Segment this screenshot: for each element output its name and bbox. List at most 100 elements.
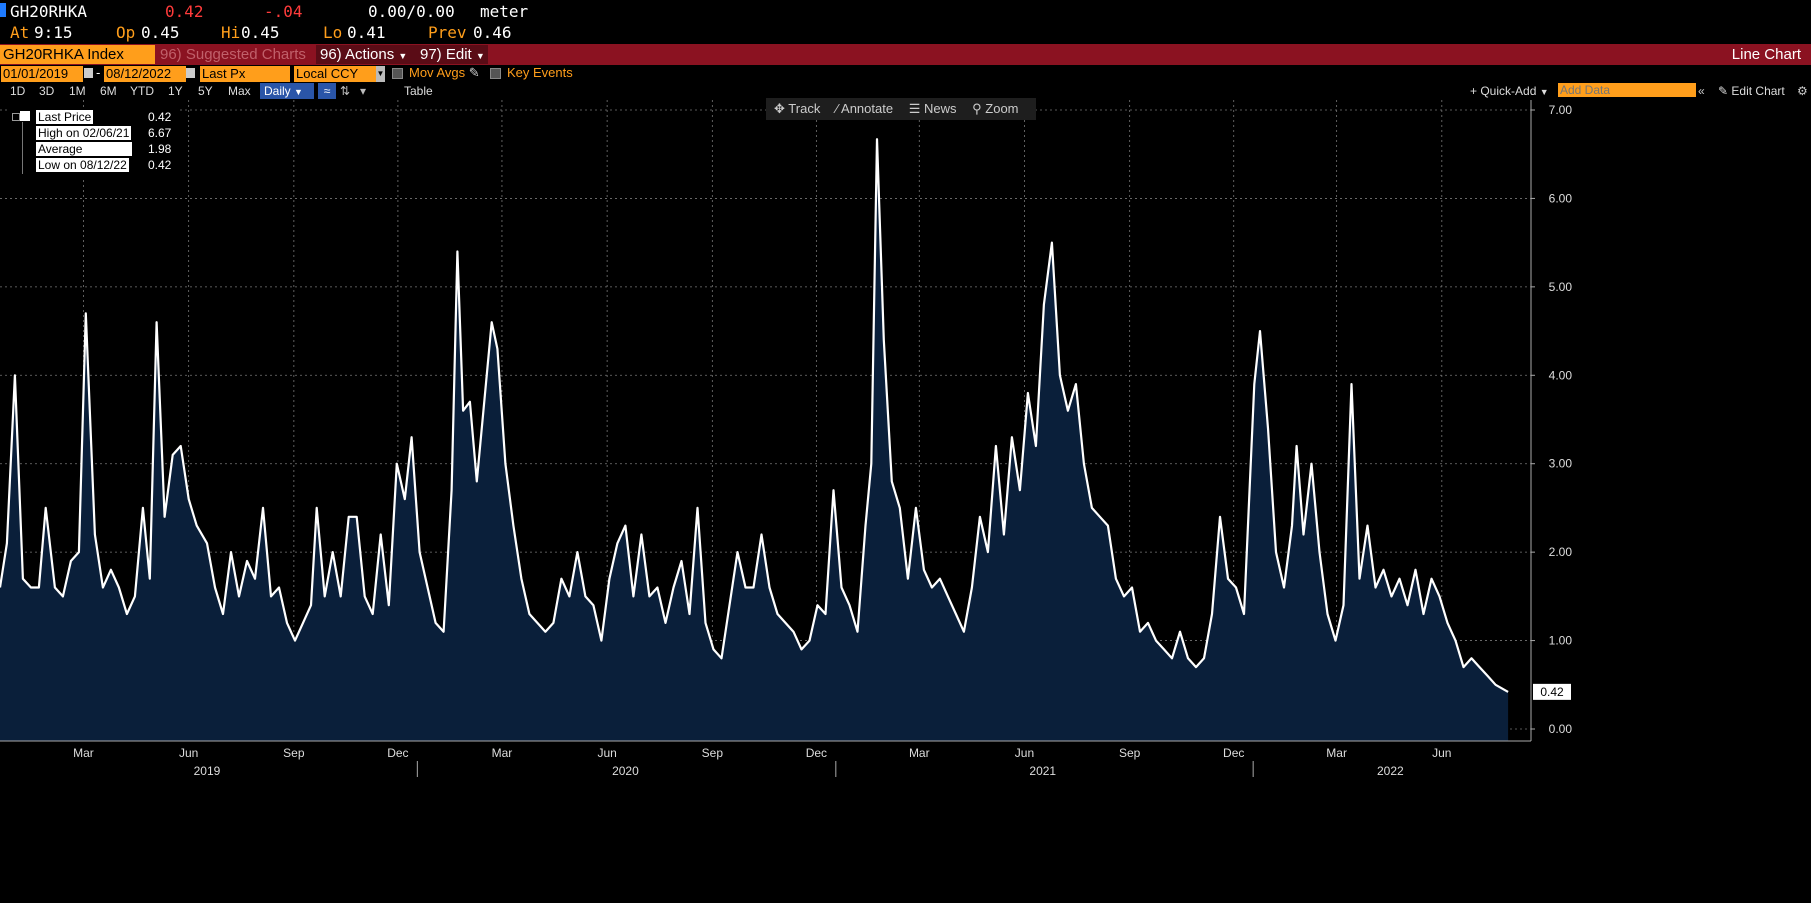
x-tick-label: Dec — [806, 746, 827, 760]
range-3d[interactable]: 3D — [39, 84, 55, 98]
pencil-icon: ✎ — [1718, 84, 1729, 98]
y-tick-label: 3.00 — [1549, 457, 1573, 471]
edit-menu[interactable]: 97) Edit ▼ — [416, 45, 488, 64]
actions-label: 96) Actions — [320, 46, 395, 63]
unit-label: meter — [480, 2, 529, 21]
chart-type-label[interactable]: Line Chart — [1731, 46, 1801, 63]
edit-chart-label: Edit Chart — [1731, 84, 1785, 98]
end-date-field[interactable]: 08/12/2022 — [104, 66, 186, 82]
net-change: -.04 — [264, 2, 303, 21]
annotate-button[interactable]: Annotate — [841, 101, 894, 116]
legend-low-value: 0.42 — [148, 158, 172, 172]
table-button[interactable]: Table — [404, 84, 433, 98]
y-axis: 0.00 1.00 2.00 3.00 4.00 5.00 6.00 7.00 0.42 — [1530, 100, 1573, 741]
bar-chart-icon[interactable]: ⇅ ▾ — [340, 84, 367, 98]
open-label: Op — [116, 23, 136, 42]
suggested-charts-button[interactable]: 96) Suggested Charts — [160, 46, 306, 63]
y-tick-label: 4.00 — [1549, 368, 1573, 382]
frequency-selector[interactable]: Daily ▼ — [260, 83, 314, 99]
legend-average-value: 1.98 — [148, 142, 172, 156]
crosshair-icon: ✥ — [774, 101, 785, 116]
line-chart-icon[interactable]: ≈ — [318, 83, 336, 99]
x-tick-label: Mar — [492, 746, 513, 760]
at-time: 9:15 — [34, 23, 73, 42]
range-6m[interactable]: 6M — [100, 84, 117, 98]
news-icon: ☰ — [908, 101, 921, 116]
legend-low: Low on 08/12/22 — [36, 158, 129, 172]
chevron-down-icon[interactable]: ▼ — [376, 66, 385, 82]
edit-label: 97) Edit — [420, 46, 472, 63]
bid-ask: 0.00/0.00 — [368, 2, 455, 21]
key-events-label: Key Events — [507, 65, 573, 80]
chevron-down-icon: ▼ — [1539, 87, 1549, 97]
year-label: 2020 — [612, 764, 639, 778]
legend-last: Last Price — [36, 110, 94, 124]
key-events-toggle[interactable]: Key Events — [490, 65, 573, 80]
ticker-marker — [0, 3, 6, 17]
mov-avgs-toggle[interactable]: Mov Avgs ✎ — [392, 65, 480, 81]
quote-stats: At 9:15 Op 0.45 Hi 0.45 Lo 0.41 Prev 0.4… — [0, 22, 1811, 44]
x-tick-label: Sep — [702, 746, 724, 760]
high-label: Hi — [221, 23, 241, 42]
actions-menu[interactable]: 96) Actions ▼ — [316, 45, 416, 64]
quick-add-label: + Quick-Add — [1470, 84, 1537, 98]
open-value: 0.45 — [141, 23, 180, 42]
y-tick-label: 1.00 — [1549, 634, 1573, 648]
high-value: 0.45 — [241, 23, 280, 42]
range-1d[interactable]: 1D — [10, 84, 26, 98]
low-label: Lo — [323, 23, 343, 42]
x-tick-label: Mar — [909, 746, 930, 760]
at-label: At — [10, 23, 30, 42]
add-data-input[interactable] — [1558, 83, 1696, 97]
checkbox-icon — [392, 68, 403, 80]
prev-value: 0.46 — [473, 23, 512, 42]
x-tick-label: Jun — [597, 746, 616, 760]
legend-color-swatch — [20, 111, 30, 121]
range-1y[interactable]: 1Y — [168, 84, 183, 98]
chart-tools: ✥ Track ∕ Annotate ☰ News ⚲ Zoom — [766, 98, 1036, 120]
currency-selector[interactable]: Local CCY — [294, 66, 378, 82]
range-1m[interactable]: 1M — [69, 84, 86, 98]
frequency-label: Daily — [264, 84, 291, 98]
chart-legend: Last Price 0.42 High on 02/06/21 6.67 Av… — [8, 108, 178, 178]
controls-row — [0, 65, 1811, 84]
checkbox-icon — [490, 68, 501, 80]
x-tick-label: Sep — [283, 746, 305, 760]
gear-icon[interactable]: ⚙ — [1797, 84, 1808, 98]
chart-area[interactable]: 0.00 1.00 2.00 3.00 4.00 5.00 6.00 7.00 0.42 Mar… — [0, 100, 1811, 903]
legend-last-value: 0.42 — [148, 110, 172, 124]
quote-header: GH20RHKA 0.42 -.04 0.00/0.00 meter — [0, 0, 1811, 22]
year-label: 2022 — [1377, 764, 1404, 778]
year-label: 2019 — [194, 764, 221, 778]
legend-toggle-icon[interactable] — [12, 113, 20, 121]
zoom-button[interactable]: Zoom — [985, 101, 1019, 116]
legend-average: Average — [36, 142, 133, 157]
start-date-field[interactable]: 01/01/2019 — [1, 66, 83, 82]
edit-chart-button[interactable]: ✎ Edit Chart — [1718, 83, 1785, 99]
date-separator: - — [96, 65, 101, 80]
x-tick-label: Jun — [1432, 746, 1451, 760]
x-tick-label: Sep — [1119, 746, 1141, 760]
x-tick-label: Dec — [1223, 746, 1244, 760]
range-5y[interactable]: 5Y — [198, 84, 213, 98]
series-area — [0, 139, 1509, 741]
news-button[interactable]: News — [923, 101, 957, 116]
calendar-icon[interactable] — [84, 68, 93, 78]
chevron-down-icon: ▼ — [294, 87, 303, 97]
search-icon: ⚲ — [972, 101, 982, 116]
quick-add-button[interactable]: + Quick-Add ▼ — [1470, 83, 1550, 99]
field-selector[interactable]: Last Px — [200, 66, 290, 82]
calendar-icon[interactable] — [186, 68, 195, 78]
chart-series — [0, 138, 1509, 741]
collapse-left-icon[interactable]: « — [1698, 84, 1705, 98]
x-tick-label: Jun — [1015, 746, 1034, 760]
range-max[interactable]: Max — [228, 84, 251, 98]
track-button[interactable]: Track — [788, 101, 821, 116]
mov-avgs-label: Mov Avgs — [409, 65, 466, 80]
chevron-down-icon: ▼ — [398, 51, 408, 61]
year-label: 2021 — [1029, 764, 1056, 778]
security-field[interactable]: GH20RHKA Index — [0, 45, 155, 64]
legend-tree-line — [22, 122, 23, 174]
range-ytd[interactable]: YTD — [130, 84, 154, 98]
last-value-label: 0.42 — [1540, 685, 1564, 699]
